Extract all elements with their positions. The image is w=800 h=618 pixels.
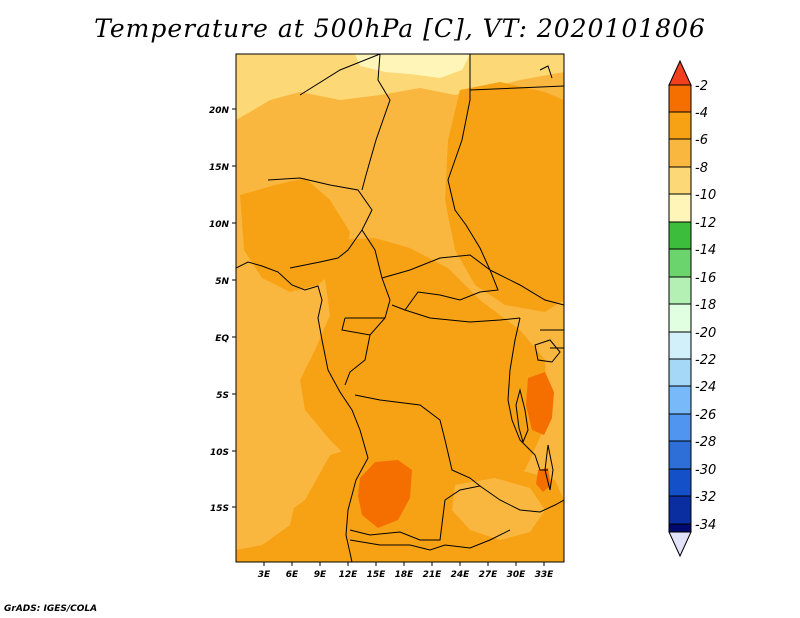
lon-tick-label: 18E xyxy=(395,570,415,580)
colorbar-segment xyxy=(668,276,692,305)
colorbar-segment xyxy=(668,495,692,525)
border-congo xyxy=(341,317,386,386)
lon-tick-label: 15E xyxy=(367,570,387,580)
lon-tick-label: 3E xyxy=(258,570,271,580)
lon-tick-label: 24E xyxy=(451,570,471,580)
colorbar-bottom-arrow xyxy=(668,531,692,558)
map-frame xyxy=(235,53,565,563)
lat-tick-label: 15N xyxy=(209,163,230,173)
lon-tick-label: 6E xyxy=(286,570,299,580)
lat-tick-label: 15S xyxy=(210,504,229,514)
colorbar-label: -14 xyxy=(695,243,716,258)
colorbar-segment xyxy=(668,440,692,470)
lon-tick-labels: 3E 6E 9E 12E 15E 18E 21E 24E 27E 30E 33E xyxy=(258,570,554,580)
colorbar-segment xyxy=(668,358,692,387)
border-niger-chad xyxy=(361,54,391,191)
lon-tick-marks xyxy=(263,562,545,566)
colorbar-labels: -2 -4 -6 -8 -10 -12 -14 -16 -18 -20 -22 … xyxy=(695,79,716,533)
field-cool-southeast xyxy=(452,478,545,540)
colorbar-label: -30 xyxy=(695,463,716,478)
colorbar-segment xyxy=(668,331,692,360)
colorbar-label: -4 xyxy=(695,106,708,121)
lat-tick-label: 10S xyxy=(210,448,229,458)
lat-tick-label: EQ xyxy=(215,334,229,344)
colorbar-label: -8 xyxy=(695,161,708,176)
lon-tick-label: 21E xyxy=(423,570,443,580)
border-drc-west xyxy=(354,394,446,441)
border-drc-north xyxy=(404,309,521,323)
country-borders xyxy=(236,54,564,562)
colorbar-segment xyxy=(668,166,692,195)
lat-tick-label: 5N xyxy=(215,277,229,287)
field-hot-small xyxy=(536,468,551,492)
lon-tick-label: 12E xyxy=(339,570,359,580)
colorbar-segment xyxy=(668,248,692,278)
field-hot-lakes xyxy=(526,372,554,435)
field-warm-east xyxy=(445,82,564,312)
lon-tick-label: 33E xyxy=(535,570,555,580)
colorbar-top-arrow xyxy=(668,59,692,86)
border-egypt-sudan xyxy=(469,85,564,91)
colorbar-segment xyxy=(668,193,692,223)
colorbar-label: -34 xyxy=(695,518,716,533)
field-cool-peak xyxy=(355,54,470,78)
coast-red-sea xyxy=(539,65,553,79)
field-warm-central xyxy=(300,238,548,500)
colorbar-label: -10 xyxy=(695,188,716,203)
colorbar xyxy=(668,59,692,558)
colorbar-segment xyxy=(668,385,692,415)
border-namibia xyxy=(349,529,511,551)
colorbar-segment xyxy=(668,138,692,168)
lat-tick-label: 5S xyxy=(216,391,229,401)
lat-tick-labels: 20N 15N 10N 5N EQ 5S 10S 15S xyxy=(209,106,230,514)
coastline-west xyxy=(236,261,369,562)
lon-tick-label: 9E xyxy=(314,570,327,580)
lat-tick-label: 10N xyxy=(209,220,230,230)
colorbar-label: -32 xyxy=(695,490,716,505)
grads-credit: GrADS: IGES/COLA xyxy=(4,604,98,614)
colorbar-label: -12 xyxy=(695,216,716,231)
colorbar-label: -26 xyxy=(695,408,716,423)
field-hot-angola xyxy=(358,460,412,528)
lake-malawi xyxy=(544,444,554,491)
lake-tanganyika xyxy=(515,388,529,444)
border-angola xyxy=(349,439,482,541)
colorbar-segment xyxy=(668,413,692,442)
colorbar-segment xyxy=(668,303,692,333)
colorbar-segment xyxy=(668,84,692,113)
field-warm-nw xyxy=(240,178,350,292)
colorbar-label: -22 xyxy=(695,353,716,368)
colorbar-segment xyxy=(668,111,692,140)
colorbar-label: -18 xyxy=(695,298,716,313)
colorbar-label: -2 xyxy=(695,79,708,94)
lat-tick-label: 20N xyxy=(209,106,230,116)
field-cool-sw-ocean xyxy=(236,270,300,550)
colorbar-segment xyxy=(668,523,692,533)
colorbar-segment xyxy=(668,221,692,250)
colorbar-label: -28 xyxy=(695,435,716,450)
field-cool-north xyxy=(236,54,564,120)
border-algeria-niger xyxy=(299,54,381,96)
colorbar-label: -6 xyxy=(695,133,708,148)
lon-tick-label: 30E xyxy=(507,570,527,580)
border-cameroon xyxy=(345,229,391,319)
colorbar-label: -24 xyxy=(695,380,716,395)
colorbar-label: -16 xyxy=(695,271,716,286)
border-car xyxy=(381,254,499,311)
border-zambia xyxy=(479,485,564,513)
lake-victoria xyxy=(534,339,561,363)
border-east-lakes xyxy=(507,317,548,471)
colorbar-label: -20 xyxy=(695,326,716,341)
lon-tick-label: 27E xyxy=(479,570,499,580)
lat-tick-marks xyxy=(232,108,236,508)
map-title: Temperature at 500hPa [C], VT: 202010180… xyxy=(94,14,706,43)
border-chad-sudan xyxy=(447,54,491,271)
colorbar-segment xyxy=(668,468,692,497)
